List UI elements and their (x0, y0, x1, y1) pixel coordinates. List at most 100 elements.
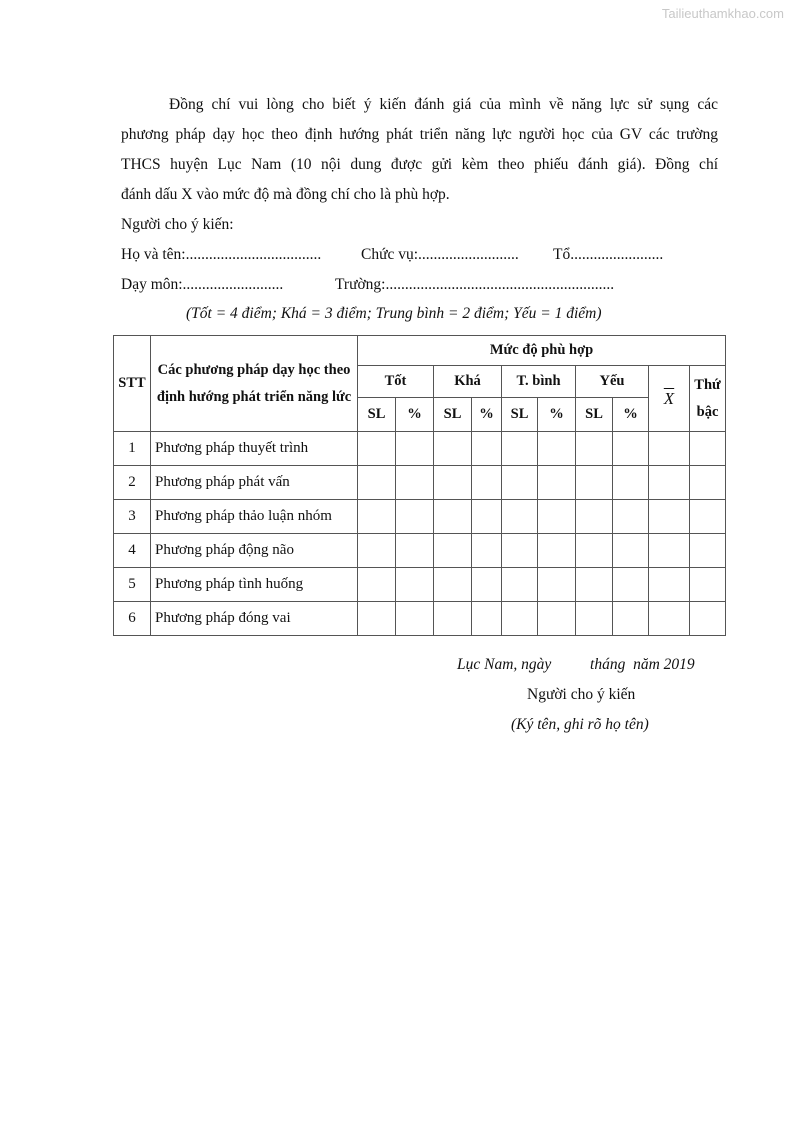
empty-cell[interactable] (357, 431, 396, 466)
empty-cell[interactable] (575, 431, 613, 466)
empty-cell[interactable] (395, 499, 434, 534)
header-sl: SL (575, 397, 613, 432)
header-level: Mức độ phù hợp (357, 335, 726, 366)
header-sl: SL (357, 397, 396, 432)
empty-cell[interactable] (689, 499, 726, 534)
row-method: Phương pháp thảo luận nhóm (150, 499, 358, 534)
table-row: 6 Phương pháp đóng vai (113, 601, 726, 636)
empty-cell[interactable] (433, 499, 472, 534)
header-rank: Thứ bậc (689, 365, 726, 432)
empty-cell[interactable] (357, 499, 396, 534)
empty-cell[interactable] (689, 431, 726, 466)
empty-cell[interactable] (689, 567, 726, 602)
empty-cell[interactable] (612, 533, 649, 568)
header-pct: % (537, 397, 576, 432)
empty-cell[interactable] (395, 431, 434, 466)
empty-cell[interactable] (537, 533, 576, 568)
table-row: 2 Phương pháp phát vấn (113, 465, 726, 500)
empty-cell[interactable] (575, 567, 613, 602)
empty-cell[interactable] (501, 465, 538, 500)
empty-cell[interactable] (612, 567, 649, 602)
header-stt: STT (113, 335, 151, 432)
row-method: Phương pháp động não (150, 533, 358, 568)
empty-cell[interactable] (471, 601, 502, 636)
row-method: Phương pháp phát vấn (150, 465, 358, 500)
name-field: Họ và tên:..............................… (121, 246, 322, 263)
empty-cell[interactable] (575, 601, 613, 636)
header-sl: SL (501, 397, 538, 432)
watermark: Tailieuthamkhao.com (661, 6, 784, 21)
row-method: Phương pháp thuyết trình (150, 431, 358, 466)
empty-cell[interactable] (471, 431, 502, 466)
header-pct: % (612, 397, 649, 432)
empty-cell[interactable] (395, 533, 434, 568)
empty-cell[interactable] (501, 601, 538, 636)
subject-field: Dạy môn:.......................... (121, 276, 284, 293)
empty-cell[interactable] (433, 533, 472, 568)
empty-cell[interactable] (537, 499, 576, 534)
header-methods: Các phương pháp dạy học theo định hướng … (150, 335, 358, 432)
place-date: Lục Nam, ngày tháng năm 2019 (457, 656, 695, 673)
empty-cell[interactable] (357, 465, 396, 500)
header-good: Tốt (357, 365, 434, 398)
signer-label: Người cho ý kiến (527, 686, 636, 703)
empty-cell[interactable] (648, 431, 690, 466)
empty-cell[interactable] (575, 499, 613, 534)
empty-cell[interactable] (433, 567, 472, 602)
empty-cell[interactable] (395, 465, 434, 500)
empty-cell[interactable] (648, 465, 690, 500)
empty-cell[interactable] (357, 567, 396, 602)
empty-cell[interactable] (612, 465, 649, 500)
empty-cell[interactable] (537, 431, 576, 466)
scale-note: (Tốt = 4 điểm; Khá = 3 điểm; Trung bình … (186, 305, 602, 322)
header-mean: X (648, 365, 690, 432)
intro-line: phương pháp dạy học theo định hướng phát… (121, 126, 718, 143)
empty-cell[interactable] (648, 533, 690, 568)
empty-cell[interactable] (395, 567, 434, 602)
row-method: Phương pháp tình huống (150, 567, 358, 602)
empty-cell[interactable] (612, 431, 649, 466)
position-field: Chức vụ:.......................... (361, 246, 519, 263)
table-row: 5 Phương pháp tình huống (113, 567, 726, 602)
row-stt: 5 (113, 567, 151, 602)
empty-cell[interactable] (537, 465, 576, 500)
row-stt: 1 (113, 431, 151, 466)
empty-cell[interactable] (471, 533, 502, 568)
empty-cell[interactable] (648, 601, 690, 636)
empty-cell[interactable] (612, 499, 649, 534)
empty-cell[interactable] (395, 601, 434, 636)
empty-cell[interactable] (501, 431, 538, 466)
school-field: Trường:.................................… (335, 276, 615, 293)
empty-cell[interactable] (689, 601, 726, 636)
empty-cell[interactable] (575, 533, 613, 568)
empty-cell[interactable] (433, 431, 472, 466)
intro-line: THCS huyện Lục Nam (10 nội dung được gửi… (121, 156, 718, 173)
empty-cell[interactable] (612, 601, 649, 636)
empty-cell[interactable] (471, 465, 502, 500)
empty-cell[interactable] (537, 567, 576, 602)
row-stt: 2 (113, 465, 151, 500)
empty-cell[interactable] (537, 601, 576, 636)
empty-cell[interactable] (433, 601, 472, 636)
header-sl: SL (433, 397, 472, 432)
empty-cell[interactable] (433, 465, 472, 500)
empty-cell[interactable] (357, 533, 396, 568)
empty-cell[interactable] (501, 567, 538, 602)
signature-instruction: (Ký tên, ghi rõ họ tên) (511, 716, 649, 733)
empty-cell[interactable] (501, 533, 538, 568)
empty-cell[interactable] (471, 567, 502, 602)
row-stt: 6 (113, 601, 151, 636)
empty-cell[interactable] (575, 465, 613, 500)
intro-line: Đồng chí vui lòng cho biết ý kiến đánh g… (169, 96, 718, 113)
empty-cell[interactable] (689, 465, 726, 500)
empty-cell[interactable] (357, 601, 396, 636)
evaluation-table: STT Các phương pháp dạy học theo định hư… (113, 335, 726, 636)
header-pct: % (395, 397, 434, 432)
empty-cell[interactable] (501, 499, 538, 534)
empty-cell[interactable] (689, 533, 726, 568)
table-row: 4 Phương pháp động não (113, 533, 726, 568)
empty-cell[interactable] (648, 499, 690, 534)
empty-cell[interactable] (471, 499, 502, 534)
empty-cell[interactable] (648, 567, 690, 602)
